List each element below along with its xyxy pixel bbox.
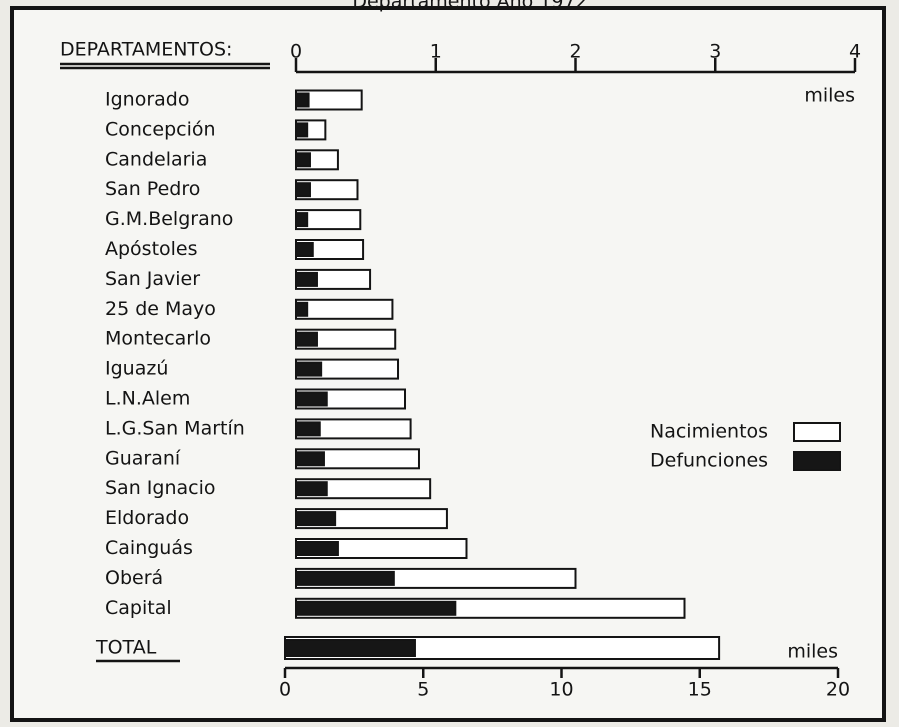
category-label: Capital (105, 597, 172, 619)
x-tick-label: 0 (290, 41, 302, 63)
category-label: Apóstoles (105, 238, 198, 260)
bar (295, 361, 323, 377)
x-tick-label: 4 (849, 41, 861, 63)
category-header: DEPARTAMENTOS: (60, 39, 232, 61)
category-label: San Ignacio (105, 477, 215, 499)
total-x-tick-label: 15 (688, 679, 712, 701)
bar (295, 391, 328, 407)
bar (295, 242, 314, 257)
x-tick-label: 3 (709, 41, 721, 63)
category-label: San Pedro (105, 178, 200, 200)
category-label: 25 de Mayo (105, 298, 216, 320)
x-tick-label: 1 (430, 41, 442, 63)
category-label: Ignorado (105, 89, 189, 111)
bar (295, 421, 321, 437)
x-tick-label: 2 (569, 41, 581, 63)
category-label: Montecarlo (105, 328, 211, 350)
total-x-tick-label: 20 (826, 679, 850, 701)
total-label: TOTAL (95, 637, 157, 659)
bar (295, 481, 328, 497)
category-label: Concepción (105, 118, 216, 140)
legend-label: Defunciones (650, 450, 768, 472)
bar (295, 92, 310, 108)
legend-swatch (793, 451, 841, 471)
total-x-unit: miles (787, 641, 838, 663)
category-label: Iguazú (105, 358, 168, 380)
category-label: L.N.Alem (105, 388, 190, 410)
bar (295, 152, 311, 168)
category-label: Candelaria (105, 148, 207, 170)
bar (295, 301, 309, 317)
total-bar (284, 639, 416, 657)
bar (295, 570, 395, 586)
bar (295, 271, 318, 287)
category-label: Cainguás (105, 537, 193, 559)
total-x-tick-label: 10 (549, 679, 573, 701)
category-label: L.G.San Martín (105, 417, 245, 439)
bar (295, 182, 311, 198)
x-unit: miles (804, 85, 855, 107)
category-label: Guaraní (105, 447, 181, 469)
legend-label: Nacimientos (650, 421, 768, 443)
bar (295, 331, 318, 347)
bar (295, 511, 337, 527)
bar (295, 600, 457, 616)
bar (295, 541, 339, 556)
chart-title: Departamento Año 1972 (352, 0, 587, 13)
bar (295, 212, 309, 228)
bar (295, 122, 309, 138)
category-label: Eldorado (105, 507, 189, 529)
bar (295, 451, 325, 467)
total-x-tick-label: 0 (279, 679, 291, 701)
bar (295, 298, 394, 320)
total-x-tick-label: 5 (417, 679, 429, 701)
category-label: G.M.Belgrano (105, 208, 233, 230)
legend-swatch (793, 422, 841, 442)
category-label: San Javier (105, 268, 200, 290)
category-label: Oberá (105, 567, 163, 589)
